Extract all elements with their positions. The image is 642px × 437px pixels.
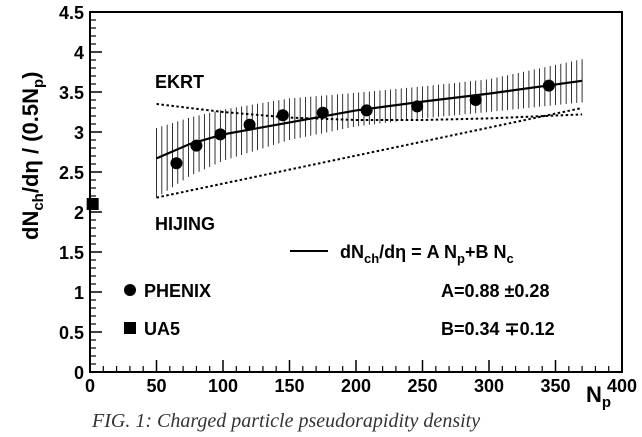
ua5-legend-label: UA5 bbox=[144, 319, 180, 339]
x-axis-label: Np bbox=[586, 382, 611, 410]
chart: 0 50 100 150 200 250 300 350 400 0 0.5 1 1.5 2 2.5 3 3.5… bbox=[18, 3, 637, 410]
phenix-legend-marker bbox=[124, 284, 136, 296]
phenix-data-point bbox=[214, 128, 227, 141]
y-tick-label: 0 bbox=[74, 363, 84, 383]
ua5-legend-marker bbox=[124, 322, 136, 334]
x-tick-label: 250 bbox=[407, 376, 437, 396]
hijing-label: HIJING bbox=[155, 214, 215, 234]
hijing-curve bbox=[156, 107, 583, 199]
y-tick-label: 3 bbox=[74, 123, 84, 143]
x-tick-label: 350 bbox=[540, 376, 570, 396]
phenix-legend-label: PHENIX bbox=[144, 281, 211, 301]
phenix-data-point bbox=[411, 100, 424, 113]
y-tick-label: 4 bbox=[74, 43, 84, 63]
phenix-data-point bbox=[276, 109, 289, 122]
x-tick-label: 50 bbox=[146, 376, 166, 396]
x-tick-label: 400 bbox=[607, 376, 637, 396]
phenix-data-point bbox=[170, 157, 183, 170]
a-parameter: A=0.88 ±0.28 bbox=[441, 281, 549, 301]
x-tick-label: 200 bbox=[341, 376, 371, 396]
phenix-data-point bbox=[316, 106, 329, 119]
phenix-data-point bbox=[190, 139, 203, 152]
x-tick-label: 150 bbox=[274, 376, 304, 396]
y-tick-label: 2.5 bbox=[59, 163, 84, 183]
b-parameter: B=0.34 ∓0.12 bbox=[441, 319, 555, 339]
y-tick-label: 1.5 bbox=[59, 243, 84, 263]
phenix-data-point bbox=[469, 94, 482, 106]
y-axis-label: dNch/dη / (0.5Np) bbox=[18, 72, 47, 240]
x-tick-label: 100 bbox=[208, 376, 238, 396]
y-tick-label: 1 bbox=[74, 283, 84, 303]
y-tick-label: 3.5 bbox=[59, 83, 84, 103]
phenix-data-point bbox=[542, 79, 555, 92]
x-tick-label: 300 bbox=[474, 376, 504, 396]
y-tick-label: 4.5 bbox=[59, 3, 84, 23]
y-tick-label: 0.5 bbox=[59, 323, 84, 343]
figure-caption: FIG. 1: Charged particle pseudorapidity … bbox=[92, 410, 481, 432]
ekrt-label: EKRT bbox=[155, 72, 204, 92]
fit-formula: dNch/dη = A Np+B Nc bbox=[340, 242, 514, 266]
plot-frame bbox=[89, 11, 623, 373]
axis-ticks: 0 50 100 150 200 250 300 350 400 0 0.5 1 1.5 2 2.5 3 3.5… bbox=[59, 3, 637, 396]
phenix-data-point bbox=[360, 104, 373, 117]
x-tick-label: 0 bbox=[85, 376, 95, 396]
ekrt-curve bbox=[156, 103, 583, 121]
y-tick-label: 2 bbox=[74, 203, 84, 223]
phenix-data-point bbox=[243, 118, 256, 131]
